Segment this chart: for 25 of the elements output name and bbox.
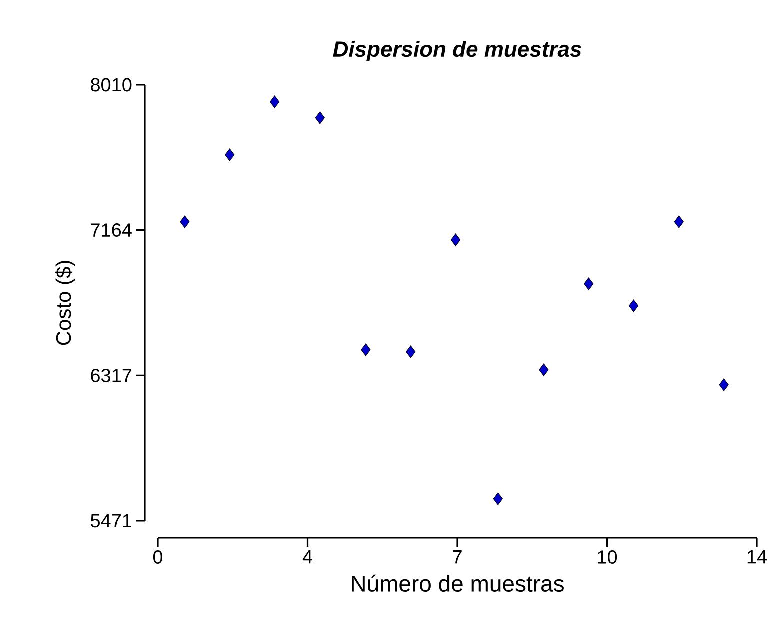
point <box>315 112 325 124</box>
x-axis-title: Número de muestras <box>352 574 564 592</box>
y-axis-title: Costo ($) <box>55 261 76 346</box>
x-tick-label: 10 <box>598 550 618 564</box>
point <box>719 378 729 392</box>
point <box>450 234 461 246</box>
point <box>674 216 684 228</box>
x-tick-label: 4 <box>302 550 312 564</box>
y-tick-label: 8010 <box>91 78 132 92</box>
point <box>406 346 416 358</box>
point <box>539 364 549 376</box>
point <box>628 300 639 312</box>
point <box>225 148 235 162</box>
x-tick-label: 0 <box>153 550 163 564</box>
point <box>180 216 190 228</box>
y-tick-label: 7164 <box>91 224 132 238</box>
chart-title: Dispersion de muestras <box>333 40 582 62</box>
x-tick-label: 7 <box>453 550 462 564</box>
point <box>493 492 503 506</box>
point <box>270 96 280 108</box>
point <box>361 344 371 356</box>
x-tick-label: 14 <box>748 550 768 564</box>
y-tick-label: 6317 <box>91 368 132 382</box>
y-tick-label: 5471 <box>90 514 132 528</box>
point <box>584 278 594 290</box>
